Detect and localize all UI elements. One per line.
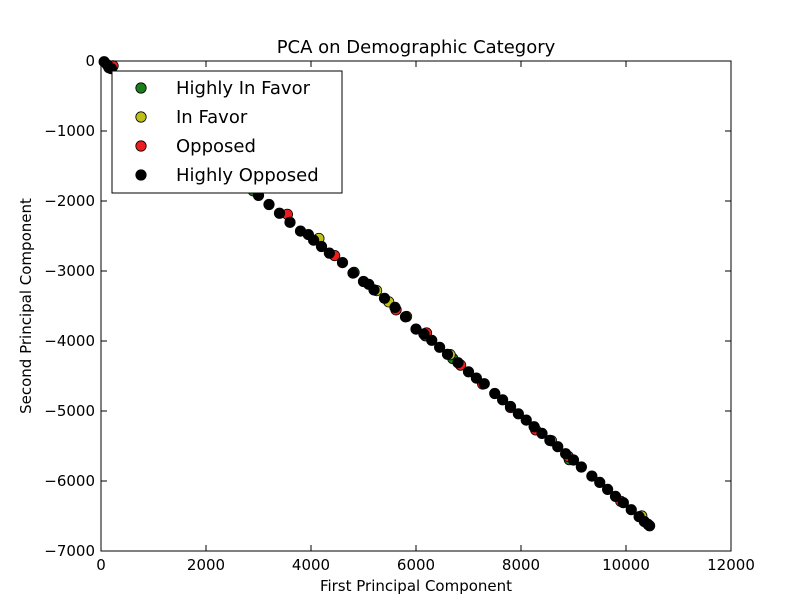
data-point [644,520,656,532]
x-tick-label: 2000 [187,556,225,574]
data-point [625,504,637,516]
x-tick-label: 0 [96,556,106,574]
data-point [418,328,430,340]
data-point [308,234,320,246]
data-point [504,400,517,413]
data-point [609,490,622,502]
legend-marker [135,140,147,152]
legend-label: In Favor [176,107,248,128]
data-point [528,421,540,433]
y-tick-label: −4000 [44,332,95,350]
legend: Highly In Favor In Favor Opposed Highly Opp… [111,70,343,194]
data-point [489,387,501,400]
data-point [594,476,606,488]
points-layer [98,56,656,532]
data-point [389,301,401,313]
data-point [575,461,587,473]
data-point [399,311,412,323]
legend-box [111,70,343,194]
legend-marker [135,169,147,181]
data-point [544,434,556,446]
data-point [434,341,446,353]
data-point [520,414,532,426]
y-tick-label: −1000 [44,122,95,140]
data-point [273,207,286,219]
y-tick-label: −5000 [44,402,95,420]
data-point [552,441,564,453]
data-point [567,454,580,466]
data-point [441,348,454,360]
data-point [512,408,524,420]
x-axis-label: First Principal Component [320,577,512,595]
data-point [536,427,548,439]
x-tick-label: 4000 [292,556,330,574]
data-point [452,357,464,369]
ticks-layer: 0 2000 4000 6000 8000 10000 12000 0 −1000 −2000 −3… [44,52,755,574]
data-point [263,198,275,211]
chart-title: PCA on Demographic Category [277,37,556,58]
legend-label: Highly Opposed [176,165,319,186]
legend-marker [135,82,147,94]
y-tick-label: −3000 [44,262,95,280]
data-point [560,448,572,460]
x-tick-label: 10000 [602,556,650,574]
data-point [323,247,335,259]
series-highly-opposed [98,56,656,532]
x-tick-label: 6000 [397,556,435,574]
y-tick-label: −7000 [44,542,95,560]
y-tick-label: −2000 [44,192,95,210]
data-point [347,267,359,279]
data-point [284,216,296,228]
legend-label: Highly In Favor [176,78,311,99]
data-point [315,240,328,253]
y-tick-label: 0 [85,52,95,70]
data-point [470,372,482,384]
y-tick-label: −6000 [44,472,95,490]
data-point [378,292,391,304]
x-tick-label: 12000 [707,556,755,574]
legend-label: Opposed [176,136,256,157]
data-point [336,256,349,269]
data-point [586,470,598,482]
data-point [602,483,614,495]
data-point [617,497,629,509]
data-point [368,284,380,296]
data-point [478,378,490,390]
data-point [497,394,509,406]
x-tick-label: 8000 [502,556,540,574]
legend-marker [135,111,147,123]
data-point [426,334,438,346]
y-axis-label: Second Principal Component [17,198,35,414]
data-point [462,366,475,378]
